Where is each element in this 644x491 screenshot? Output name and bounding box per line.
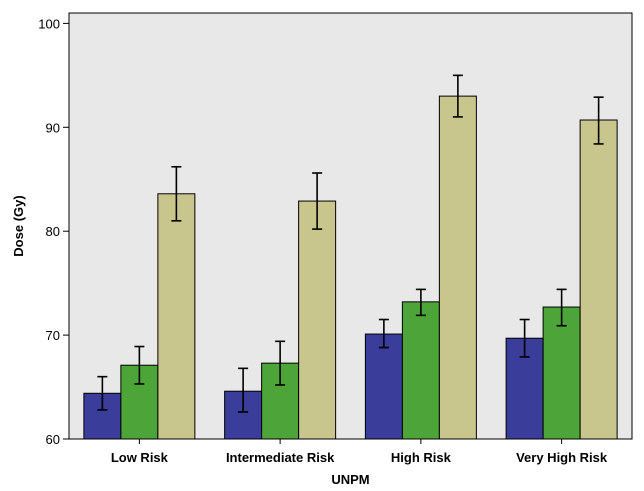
y-tick-label: 100	[38, 16, 60, 31]
error-bar	[452, 74, 463, 118]
x-category-label: High Risk	[391, 450, 452, 465]
bar	[438, 95, 477, 440]
x-axis-title: UNPM	[331, 472, 369, 487]
error-bar	[312, 172, 323, 230]
bar	[224, 390, 263, 440]
bar	[579, 119, 618, 440]
error-bar	[97, 375, 108, 411]
error-bar	[275, 340, 286, 386]
x-axis: Low Risk Intermediate Risk High Risk Very H…	[111, 439, 608, 465]
x-category-label: Intermediate Risk	[226, 450, 335, 465]
y-tick-label: 70	[46, 328, 60, 343]
bar	[157, 193, 196, 440]
error-bar	[134, 345, 145, 385]
error-bar	[378, 318, 389, 349]
y-tick-label: 60	[46, 432, 60, 447]
error-bars-layer	[97, 74, 604, 413]
bar	[542, 306, 581, 440]
error-bar	[556, 288, 567, 327]
x-category-label: Low Risk	[111, 450, 169, 465]
error-bar	[519, 318, 530, 358]
bar	[401, 301, 440, 440]
y-tick-label: 80	[46, 224, 60, 239]
bar	[364, 333, 403, 440]
error-bar	[238, 367, 249, 413]
error-bar	[415, 288, 426, 317]
bar	[298, 200, 337, 440]
error-bar	[171, 165, 182, 222]
x-category-label: Very High Risk	[516, 450, 608, 465]
error-bar	[593, 96, 604, 145]
y-axis: 60 70 80 90 100	[38, 16, 69, 447]
y-tick-label: 90	[46, 120, 60, 135]
y-axis-title: Dose (Gy)	[11, 195, 26, 256]
